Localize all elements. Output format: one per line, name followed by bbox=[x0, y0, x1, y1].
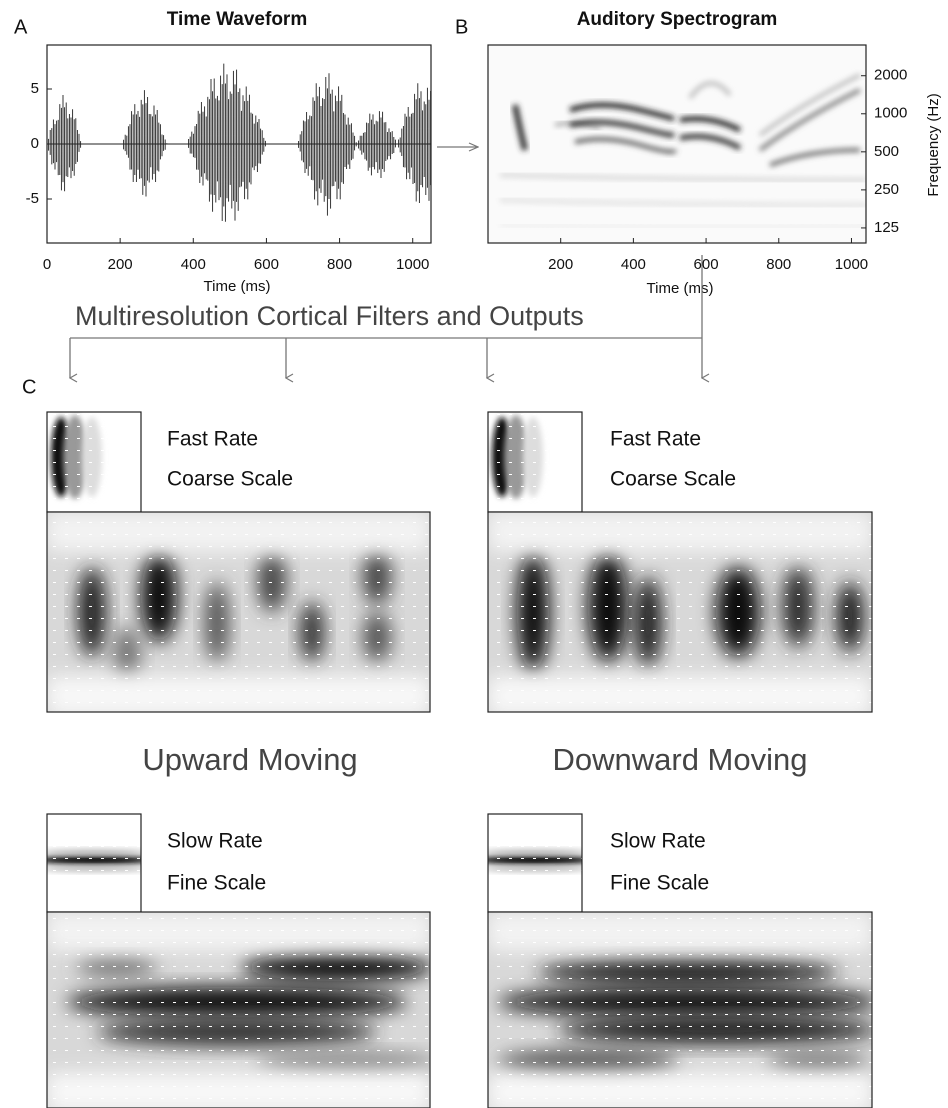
filter-scale: Fine Scale bbox=[610, 872, 709, 895]
heading: Multiresolution Cortical Filters and Out… bbox=[75, 301, 584, 331]
y-tick-label: 500 bbox=[874, 143, 899, 160]
image-frame bbox=[46, 511, 431, 713]
x-axis-label: Time (ms) bbox=[647, 280, 714, 297]
spectrogram-band bbox=[574, 137, 677, 154]
x-tick-label: 200 bbox=[548, 256, 573, 273]
image-layer bbox=[47, 814, 141, 912]
filter-rate: Fast Rate bbox=[167, 428, 258, 451]
connector bbox=[70, 255, 703, 339]
direction-label: Upward Moving bbox=[142, 742, 357, 777]
vector-field bbox=[47, 512, 430, 712]
filter-rate: Slow Rate bbox=[610, 830, 706, 853]
image-layer bbox=[488, 412, 582, 512]
y-tick-label: 1000 bbox=[874, 105, 907, 122]
spectrogram-band bbox=[569, 119, 675, 138]
image-layer bbox=[488, 912, 872, 1108]
y-tick-label: 250 bbox=[874, 181, 899, 198]
x-tick-label: 600 bbox=[254, 256, 279, 273]
image-layer bbox=[47, 912, 430, 1108]
filter-scale: Fine Scale bbox=[167, 872, 266, 895]
x-axis-label: Time (ms) bbox=[204, 278, 271, 295]
vector-field bbox=[47, 912, 430, 1108]
plot-frame bbox=[487, 44, 867, 244]
image-layer bbox=[488, 814, 582, 912]
x-tick-label: 400 bbox=[181, 256, 206, 273]
panel-label: A bbox=[14, 16, 28, 38]
panel-label: B bbox=[455, 16, 468, 38]
vector-field bbox=[488, 412, 582, 512]
spectrogram-band bbox=[769, 148, 861, 167]
y-tick-label: -5 bbox=[26, 190, 39, 207]
spectrogram-band bbox=[679, 116, 742, 133]
vector-field bbox=[47, 412, 141, 512]
spectrogram-band bbox=[759, 73, 861, 137]
y-tick-label: 0 bbox=[31, 135, 39, 152]
spectrogram-band bbox=[569, 102, 675, 121]
spectrogram-band bbox=[688, 81, 732, 100]
image-layer bbox=[47, 63, 431, 222]
x-tick-label: 400 bbox=[621, 256, 646, 273]
vector-field bbox=[488, 912, 872, 1108]
chart-title: Auditory Spectrogram bbox=[577, 9, 778, 30]
image-layer bbox=[488, 512, 872, 712]
filter-scale: Coarse Scale bbox=[610, 468, 736, 491]
spectrogram-band bbox=[679, 133, 742, 151]
panel-label: C bbox=[22, 376, 36, 398]
direction-label: Downward Moving bbox=[553, 742, 808, 777]
chart-title: Time Waveform bbox=[167, 9, 307, 30]
y-axis-label: Frequency (Hz) bbox=[925, 93, 942, 196]
image-frame bbox=[46, 911, 431, 1108]
x-tick-label: 1000 bbox=[396, 256, 429, 273]
x-tick-label: 800 bbox=[766, 256, 791, 273]
spectrogram-bg bbox=[488, 45, 866, 243]
image-layer bbox=[47, 512, 430, 712]
spectrogram-band bbox=[499, 172, 866, 183]
vector-field bbox=[488, 512, 872, 712]
vector-field bbox=[488, 814, 582, 912]
x-tick-label: 600 bbox=[694, 256, 719, 273]
filter-rate: Fast Rate bbox=[610, 428, 701, 451]
vector-field bbox=[47, 814, 141, 912]
image-frame bbox=[487, 911, 873, 1108]
x-tick-label: 1000 bbox=[835, 256, 868, 273]
y-tick-label: 2000 bbox=[874, 67, 907, 84]
filter-scale: Coarse Scale bbox=[167, 468, 293, 491]
spectrogram-band bbox=[758, 88, 861, 152]
image-frame bbox=[487, 511, 873, 713]
spectrogram-band bbox=[499, 223, 866, 229]
image-layer bbox=[47, 412, 141, 512]
y-tick-label: 5 bbox=[31, 80, 39, 97]
filter-rate: Slow Rate bbox=[167, 830, 263, 853]
image-layer bbox=[488, 45, 866, 243]
y-tick-label: 125 bbox=[874, 219, 899, 236]
x-tick-label: 200 bbox=[108, 256, 133, 273]
waveform bbox=[47, 63, 431, 222]
spectrogram-band bbox=[499, 197, 866, 208]
x-tick-label: 800 bbox=[327, 256, 352, 273]
x-tick-label: 0 bbox=[43, 256, 51, 273]
spectrogram-band bbox=[512, 104, 528, 151]
